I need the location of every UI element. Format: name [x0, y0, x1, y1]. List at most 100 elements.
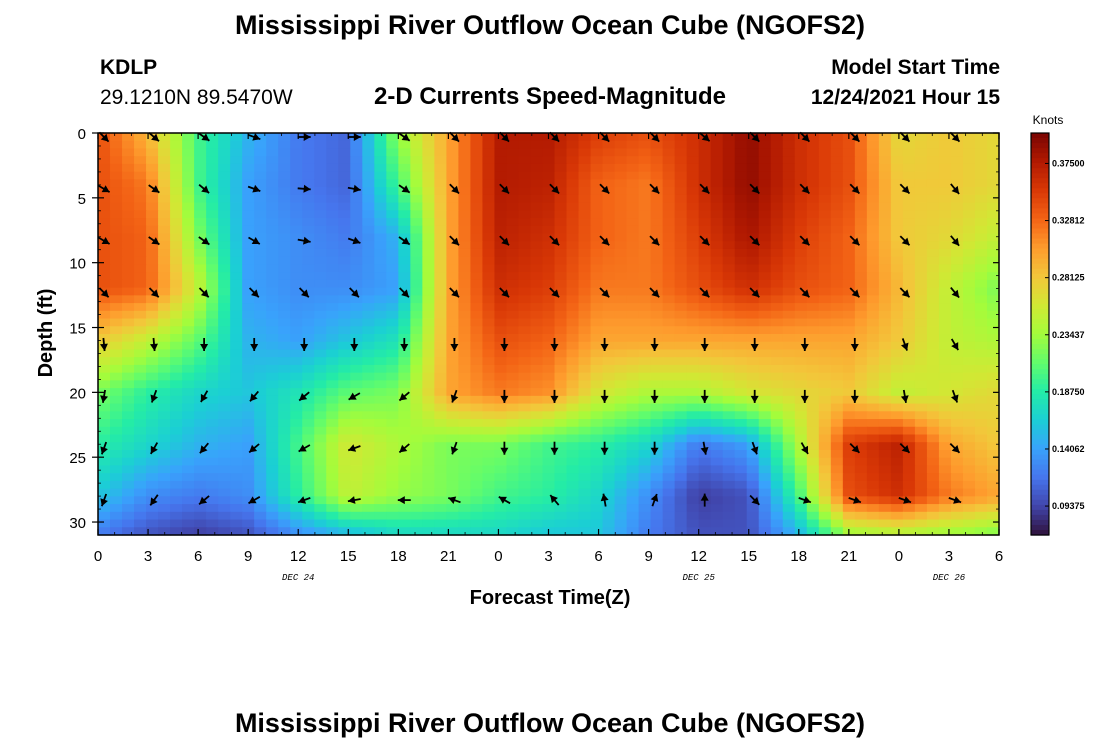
- heatmap-cell: [314, 504, 327, 513]
- heatmap-cell: [338, 171, 351, 180]
- heatmap-cell: [254, 334, 267, 343]
- colorbar-segment: [1031, 248, 1049, 255]
- heatmap-cell: [974, 395, 988, 405]
- heatmap-cell: [602, 287, 616, 296]
- current-arrow: [549, 287, 560, 298]
- colorbar-segment: [1031, 143, 1049, 149]
- heatmap-cell: [290, 527, 303, 536]
- heatmap-cell: [698, 179, 712, 188]
- heatmap-cell: [842, 318, 856, 327]
- heatmap-cell: [194, 465, 207, 474]
- heatmap-cell: [350, 272, 363, 281]
- heatmap-cell: [518, 434, 532, 443]
- heatmap-cell: [866, 527, 880, 536]
- heatmap-cell: [386, 496, 399, 505]
- heatmap-cell: [350, 140, 363, 150]
- heatmap-cell: [686, 171, 700, 180]
- heatmap-cell: [662, 256, 676, 266]
- heatmap-cell: [362, 496, 375, 505]
- heatmap-cell: [902, 473, 916, 482]
- heatmap-cell: [626, 527, 640, 536]
- heatmap-cell: [926, 426, 940, 436]
- heatmap-cell: [770, 442, 784, 451]
- heatmap-cell: [278, 480, 291, 490]
- heatmap-cell: [626, 395, 640, 405]
- heatmap-cell: [398, 449, 411, 459]
- heatmap-cell: [818, 233, 832, 242]
- heatmap-cell: [638, 411, 652, 420]
- heatmap-cell: [938, 357, 952, 366]
- heatmap-cell: [254, 465, 267, 474]
- heatmap-cell: [626, 465, 640, 474]
- heatmap-cell: [362, 148, 375, 157]
- heatmap-cell: [410, 426, 423, 436]
- heatmap-cell: [242, 419, 255, 428]
- current-arrow: [849, 287, 861, 298]
- heatmap-cell: [110, 519, 123, 528]
- heatmap-cell: [470, 457, 484, 467]
- heatmap-cell: [938, 364, 952, 374]
- heatmap-cell: [770, 341, 784, 351]
- heatmap-cell: [698, 457, 712, 467]
- current-arrow: [699, 287, 710, 298]
- heatmap-cell: [530, 179, 544, 188]
- heatmap-cell: [842, 256, 856, 266]
- heatmap-cell: [242, 287, 255, 296]
- heatmap-cell: [878, 496, 892, 505]
- heatmap-cell: [314, 395, 327, 405]
- heatmap-cell: [950, 449, 964, 459]
- heatmap-cell: [182, 187, 195, 196]
- heatmap-cell: [830, 496, 844, 505]
- heatmap-cell: [698, 326, 712, 335]
- heatmap-cell: [590, 156, 604, 165]
- current-arrow: [550, 441, 559, 455]
- heatmap-cell: [278, 426, 291, 436]
- colorbar-segment: [1031, 178, 1049, 184]
- heatmap-cell: [938, 225, 952, 235]
- heatmap-cell: [398, 225, 411, 235]
- heatmap-cell: [578, 419, 592, 428]
- heatmap-cell: [578, 163, 592, 173]
- heatmap-cell: [194, 163, 207, 173]
- heatmap-cell: [758, 511, 772, 521]
- heatmap-cell: [758, 179, 772, 188]
- heatmap-cell: [302, 140, 315, 150]
- current-arrow: [749, 183, 760, 195]
- heatmap-cell: [974, 496, 988, 505]
- heatmap-cell: [470, 140, 484, 150]
- heatmap-cell: [530, 148, 544, 157]
- heatmap-cell: [290, 148, 303, 157]
- heatmap-cell: [506, 519, 520, 528]
- heatmap-cell: [722, 511, 736, 521]
- heatmap-cell: [674, 163, 688, 173]
- colorbar-segment: [1031, 374, 1049, 380]
- heatmap-cell: [818, 264, 832, 273]
- current-arrow: [798, 496, 812, 504]
- heatmap-cell: [734, 527, 748, 536]
- heatmap-cell: [554, 148, 568, 157]
- heatmap-cell: [410, 395, 423, 405]
- heatmap-cell: [422, 303, 435, 312]
- heatmap-cell: [974, 349, 988, 358]
- heatmap-cell: [170, 163, 183, 173]
- heatmap-cell: [326, 163, 339, 173]
- heatmap-cell: [890, 148, 904, 157]
- heatmap-cell: [734, 194, 748, 204]
- heatmap-cell: [410, 473, 423, 482]
- heatmap-cell: [422, 457, 435, 467]
- heatmap-cell: [590, 388, 604, 397]
- heatmap-cell: [626, 419, 640, 428]
- heatmap-cell: [170, 318, 183, 327]
- heatmap-cell: [134, 488, 147, 497]
- heatmap-cell: [566, 380, 580, 389]
- heatmap-cell: [962, 449, 976, 459]
- heatmap-cell: [794, 419, 808, 428]
- heatmap-cell: [146, 449, 159, 459]
- heatmap-cell: [518, 388, 532, 397]
- heatmap-cell: [446, 473, 459, 482]
- heatmap-cell: [494, 504, 508, 513]
- heatmap-cell: [674, 241, 688, 250]
- heatmap-cell: [830, 349, 844, 358]
- heatmap-cell: [890, 504, 904, 513]
- heatmap-cell: [890, 133, 904, 142]
